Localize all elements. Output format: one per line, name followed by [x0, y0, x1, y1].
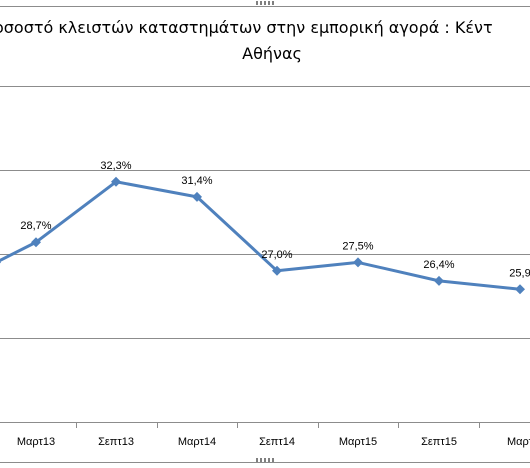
data-point-marker: [0, 261, 1, 264]
data-label: 31,4%: [181, 175, 212, 187]
data-point-marker: [31, 237, 41, 248]
series-line: [0, 180, 521, 291]
data-label: 27,5%: [342, 240, 373, 252]
data-point-marker: [353, 257, 363, 268]
x-tick-label: Μαρτ: [507, 436, 530, 448]
x-tick-label: Σεπτ14: [259, 436, 295, 448]
resize-handle-top[interactable]: [256, 1, 274, 5]
data-label: 32,3%: [100, 160, 131, 172]
data-point-marker: [192, 191, 202, 202]
data-point-marker: [111, 176, 121, 187]
data-label: 28,7%: [20, 220, 51, 232]
data-point-marker: [515, 284, 525, 295]
data-label: 26,4%: [423, 259, 454, 271]
x-tick-label: Σεπτ13: [98, 436, 134, 448]
x-tick-label: Σεπτ15: [421, 436, 457, 448]
data-label: 25,9: [509, 267, 530, 279]
chart-title-line2: Αθήνας: [242, 44, 302, 63]
data-point-marker: [434, 275, 444, 286]
x-tick-label: Μαρτ15: [339, 436, 377, 448]
data-point-marker: [272, 265, 282, 276]
data-label: 27,0%: [261, 249, 292, 261]
x-tick-label: Μαρτ13: [17, 436, 55, 448]
x-tick-label: Μαρτ14: [178, 436, 216, 448]
resize-handle-bottom[interactable]: [256, 458, 274, 462]
